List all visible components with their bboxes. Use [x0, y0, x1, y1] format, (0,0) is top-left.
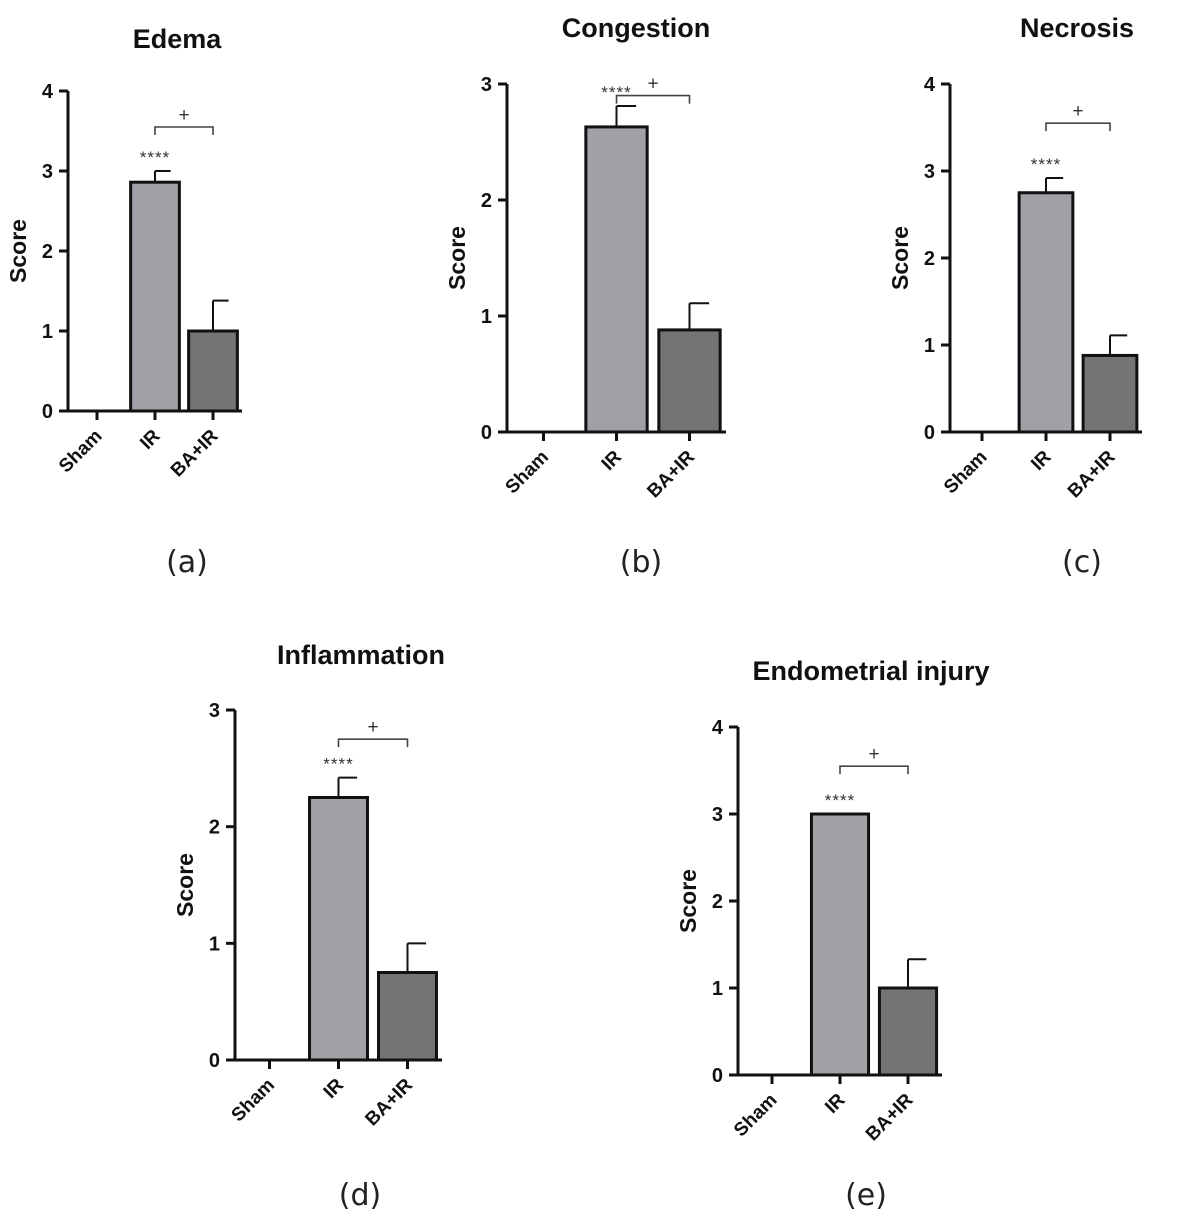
chart-title: Edema	[133, 24, 223, 54]
y-tick-label: 3	[924, 161, 935, 183]
y-tick-label: 3	[42, 161, 53, 183]
y-tick-label: 1	[481, 306, 492, 328]
y-tick-label: 0	[924, 422, 935, 444]
bar-ir	[129, 180, 181, 413]
comparison-marker: +	[178, 105, 189, 126]
y-tick-label: 1	[42, 321, 53, 343]
chart-title: Endometrial injury	[752, 656, 989, 686]
y-tick-label: 1	[209, 933, 220, 955]
comparison-bracket	[615, 94, 691, 104]
y-tick-label: 3	[712, 804, 723, 826]
bar-ir	[1017, 191, 1075, 434]
y-tick-label: 3	[209, 700, 220, 722]
y-tick-label: 4	[924, 74, 936, 96]
x-tick-label: BA+IR	[1064, 446, 1120, 502]
comparison-bracket	[337, 738, 409, 748]
x-tick-label: Sham	[940, 447, 991, 498]
y-axis-label: Score	[5, 219, 31, 283]
y-tick-label: 2	[42, 241, 53, 263]
y-tick-label: 3	[481, 74, 492, 96]
chart-title: Inflammation	[277, 640, 445, 670]
comparison-bracket	[839, 765, 909, 775]
y-tick-label: 0	[42, 401, 53, 423]
significance-marker: ****	[1031, 155, 1061, 174]
significance-marker: ****	[825, 791, 855, 810]
chart-title: Congestion	[562, 13, 711, 43]
y-tick-label: 0	[712, 1065, 723, 1087]
y-axis-label: Score	[444, 226, 470, 290]
y-axis-label: Score	[675, 869, 701, 933]
x-tick-label: BA+IR	[361, 1074, 417, 1130]
bar-ir	[809, 812, 871, 1077]
y-tick-label: 2	[924, 248, 935, 270]
comparison-marker: +	[1072, 101, 1083, 122]
comparison-marker: +	[367, 717, 378, 738]
panel-label: (a)	[166, 545, 208, 580]
y-tick-label: 2	[209, 817, 220, 839]
significance-marker: ****	[323, 755, 353, 774]
bar-ba-ir	[877, 986, 939, 1077]
chart-panel-d: Inflammation 0 1 2 3 Score Sham IR BA+IR **** + (d)	[172, 640, 445, 1213]
x-tick-label: BA+IR	[167, 425, 223, 481]
chart-title: Necrosis	[1020, 13, 1134, 43]
x-tick-label: Sham	[730, 1090, 781, 1141]
bar-ba-ir	[1081, 353, 1139, 434]
x-tick-label: IR	[821, 1089, 849, 1117]
y-tick-label: 0	[209, 1050, 220, 1072]
y-tick-label: 2	[481, 190, 492, 212]
x-tick-label: Sham	[55, 426, 106, 477]
chart-panel-c: Necrosis 0 1 2 3 4 Score Sham IR BA+IR **** + (c)	[887, 13, 1142, 580]
bar-ir	[584, 125, 649, 434]
panel-label: (d)	[339, 1178, 381, 1213]
chart-panel-b: Congestion 0 1 2 3 Score Sham IR BA+IR **** + (b)	[444, 13, 726, 580]
panel-label: (c)	[1062, 545, 1102, 580]
x-tick-label: IR	[320, 1074, 348, 1102]
comparison-bracket	[1045, 122, 1111, 132]
bar-ba-ir	[377, 971, 438, 1062]
x-tick-label: IR	[136, 425, 164, 453]
y-tick-label: 1	[924, 335, 935, 357]
comparison-marker: +	[647, 74, 658, 95]
y-tick-label: 1	[712, 978, 723, 1000]
y-tick-label: 4	[42, 81, 54, 103]
y-axis-label: Score	[887, 226, 913, 290]
significance-marker: ****	[140, 148, 170, 167]
chart-panel-a: Edema 0 1 2 3 4 Score Sham IR BA+IR **** + (a)	[5, 24, 242, 580]
bar-ba-ir	[187, 329, 239, 413]
comparison-bracket	[154, 126, 214, 135]
bar-ir	[308, 796, 369, 1062]
x-tick-label: IR	[598, 446, 626, 474]
significance-marker: ****	[601, 83, 631, 102]
x-tick-label: BA+IR	[862, 1089, 918, 1145]
y-axis-label: Score	[172, 853, 198, 917]
y-tick-label: 4	[712, 717, 724, 739]
y-tick-label: 2	[712, 891, 723, 913]
bar-ba-ir	[657, 328, 722, 434]
x-tick-label: Sham	[228, 1075, 279, 1126]
x-tick-label: IR	[1027, 446, 1055, 474]
y-tick-label: 0	[481, 422, 492, 444]
x-tick-label: Sham	[502, 447, 553, 498]
panel-label: (b)	[620, 545, 662, 580]
panel-label: (e)	[845, 1178, 887, 1213]
x-tick-label: BA+IR	[643, 446, 699, 502]
comparison-marker: +	[868, 744, 879, 765]
chart-panel-e: Endometrial injury 0 1 2 3 4 Score Sham IR BA+IR *…	[675, 656, 990, 1213]
